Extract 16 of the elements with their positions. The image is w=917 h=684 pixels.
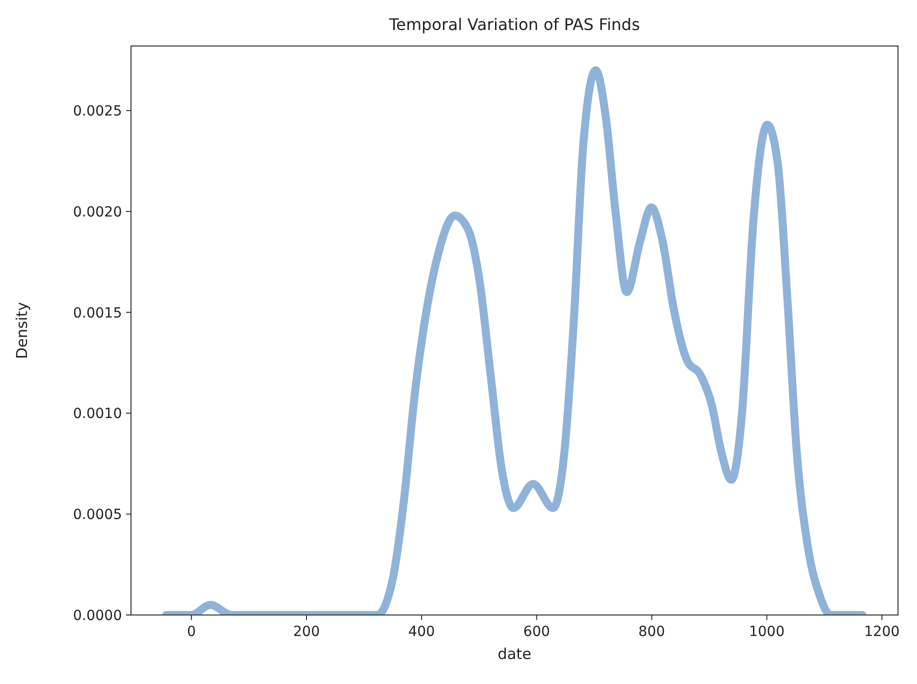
y-tick-label: 0.0015 bbox=[73, 305, 122, 322]
y-tick-label: 0.0010 bbox=[73, 406, 122, 422]
x-tick-label: 600 bbox=[523, 624, 550, 640]
x-tick-label: 200 bbox=[293, 624, 320, 640]
y-tick-label: 0.0020 bbox=[73, 204, 122, 220]
x-tick-label: 800 bbox=[638, 624, 666, 640]
x-tick-label: 1000 bbox=[748, 624, 785, 640]
y-tick-label: 0.0025 bbox=[73, 104, 122, 120]
y-tick-label: 0.0005 bbox=[73, 507, 122, 524]
y-tick-label: 0.0000 bbox=[73, 608, 122, 624]
chart-title: Temporal Variation of PAS Finds bbox=[388, 15, 640, 34]
x-tick-label: 400 bbox=[408, 624, 435, 640]
x-tick-label: 0 bbox=[186, 624, 196, 640]
x-tick-label: 1200 bbox=[864, 624, 900, 640]
x-axis-title: date bbox=[498, 645, 532, 663]
y-axis-title: Density bbox=[13, 302, 31, 360]
